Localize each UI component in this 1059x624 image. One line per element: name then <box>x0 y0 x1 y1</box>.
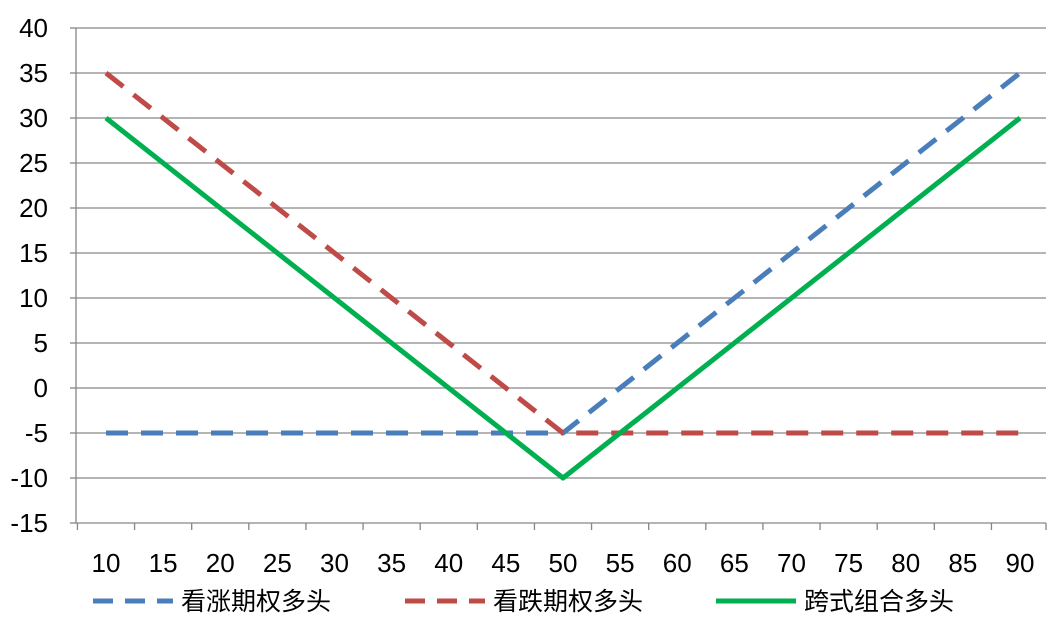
series-lines <box>104 71 1022 481</box>
y-tick-label: 0 <box>34 373 48 403</box>
y-tick-label: -10 <box>10 463 48 493</box>
x-tick-label: 10 <box>92 548 121 578</box>
legend: 看涨期权多头 看跌期权多头 跨式组合多头 <box>93 587 954 616</box>
y-tick-label: 40 <box>19 13 48 43</box>
legend-label-1: 看涨期权多头 <box>181 587 331 616</box>
x-tick-label: 40 <box>434 548 463 578</box>
x-tick-label: 15 <box>149 548 178 578</box>
y-tick-label: 25 <box>19 148 48 178</box>
y-tick-label: 35 <box>19 58 48 88</box>
series-line-3 <box>104 116 1022 481</box>
x-tick-label: 90 <box>1006 548 1035 578</box>
x-tick-label: 30 <box>320 548 349 578</box>
axes <box>70 27 1047 530</box>
x-tick-label: 45 <box>491 548 520 578</box>
series-line-2 <box>104 71 1020 436</box>
gridlines <box>76 27 1046 479</box>
y-tick-label: 15 <box>19 238 48 268</box>
x-tick-label: 75 <box>834 548 863 578</box>
legend-label-3: 跨式组合多头 <box>804 587 954 616</box>
x-tick-label: 65 <box>720 548 749 578</box>
x-tick-label: 85 <box>948 548 977 578</box>
x-tick-label: 25 <box>263 548 292 578</box>
y-tick-label: -5 <box>25 418 48 448</box>
y-tick-label: 5 <box>34 328 48 358</box>
y-tick-labels: 40 35 30 25 20 15 10 5 0 -5 -10 -15 <box>10 13 48 538</box>
x-tick-label: 55 <box>606 548 635 578</box>
y-tick-label: -15 <box>10 508 48 538</box>
x-tick-label: 70 <box>777 548 806 578</box>
x-tick-label: 60 <box>663 548 692 578</box>
y-tick-label: 20 <box>19 193 48 223</box>
x-tick-labels: 10 15 20 25 30 35 40 45 50 55 60 65 70 75 80 85 90 <box>92 548 1035 578</box>
x-tick-label: 35 <box>377 548 406 578</box>
y-tick-label: 30 <box>19 103 48 133</box>
x-tick-label: 80 <box>891 548 920 578</box>
x-tick-label: 20 <box>206 548 235 578</box>
y-tick-label: 10 <box>19 283 48 313</box>
x-tick-label: 50 <box>549 548 578 578</box>
legend-label-2: 看跌期权多头 <box>493 587 643 616</box>
